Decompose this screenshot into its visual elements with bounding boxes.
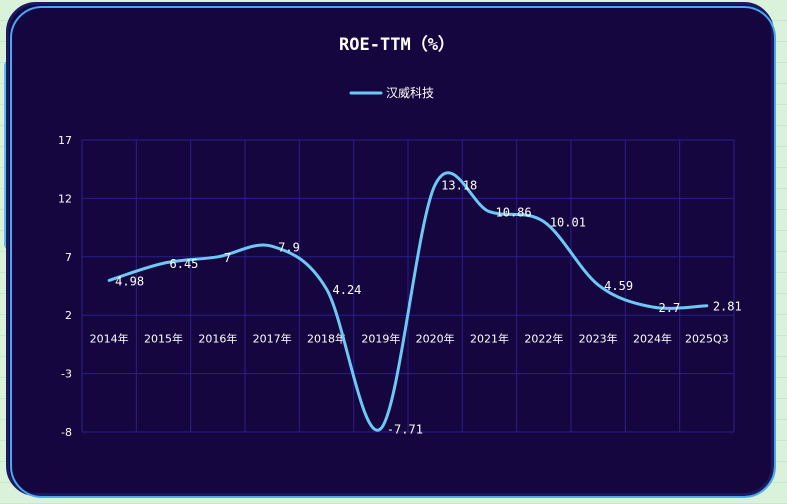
data-label: 2.81	[713, 300, 742, 314]
data-label: 7.9	[278, 240, 300, 254]
series	[107, 171, 709, 432]
y-tick-label: 2	[65, 309, 72, 322]
data-label: 4.24	[333, 283, 362, 297]
data-labels: 4.98 6.45 7 7.9 4.24 -7.71 13.18 10.86 10.01 4.59…	[115, 179, 742, 437]
y-tick-label: -8	[61, 426, 72, 439]
data-label: 4.59	[604, 279, 633, 293]
series-line-hanwei[interactable]	[107, 171, 709, 432]
y-tick-label: 12	[58, 192, 72, 205]
data-label: 7	[224, 251, 231, 265]
x-tick-label: 2015年	[144, 332, 183, 346]
data-label: 10.01	[550, 216, 586, 230]
x-tick-label: 2017年	[253, 332, 292, 346]
x-tick-label: 2014年	[90, 332, 129, 346]
data-label: 4.98	[115, 274, 144, 288]
y-tick-label: -3	[61, 368, 72, 381]
x-tick-label: 2023年	[579, 332, 618, 346]
x-tick-label: 2024年	[633, 332, 672, 346]
chart-card-border	[10, 6, 776, 498]
y-tick-label: 17	[58, 134, 72, 147]
y-tick-label: 7	[65, 251, 72, 264]
y-axis-ticks: 17 12 7 2 -3 -8	[58, 134, 72, 439]
x-tick-label: 2018年	[307, 332, 346, 346]
grid	[81, 139, 735, 433]
data-label: 10.86	[496, 206, 532, 220]
x-axis-ticks: 2014年 2015年 2016年 2017年 2018年 2019年 2020年 2021年…	[90, 332, 729, 346]
x-tick-label: 2025Q3	[685, 333, 729, 346]
data-label: 2.7	[659, 301, 681, 315]
x-tick-label: 2020年	[416, 332, 455, 346]
data-label: 13.18	[441, 179, 477, 193]
x-tick-label: 2019年	[361, 332, 400, 346]
data-label: -7.71	[387, 423, 423, 437]
legend[interactable]: 汉威科技	[349, 86, 434, 100]
data-label: 6.45	[170, 257, 199, 271]
chart-title: ROE-TTM（%）	[339, 34, 455, 55]
x-tick-label: 2016年	[198, 332, 237, 346]
chart-card	[6, 2, 774, 496]
legend-label: 汉威科技	[386, 86, 434, 100]
x-tick-label: 2022年	[524, 332, 563, 346]
x-tick-label: 2021年	[470, 332, 509, 346]
